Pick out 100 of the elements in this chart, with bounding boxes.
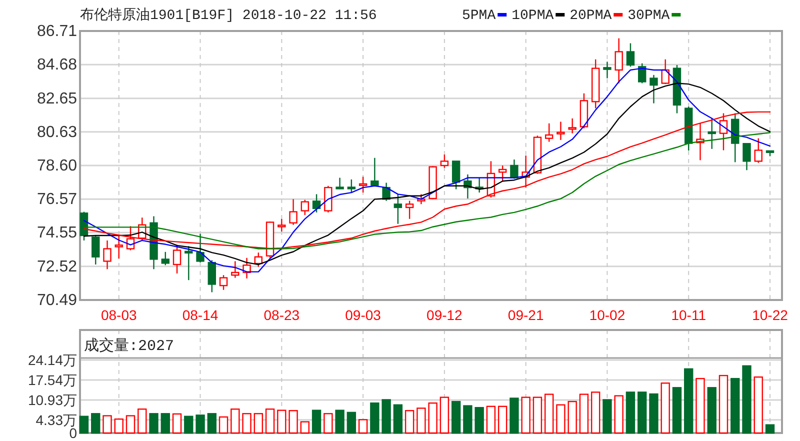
x-tick-label: 09-12 (426, 307, 463, 323)
bar (649, 393, 658, 434)
bar (416, 408, 426, 434)
bar (196, 414, 205, 434)
x-tick-label: 08-03 (100, 307, 137, 323)
candlestick (208, 260, 216, 293)
candlestick (603, 61, 612, 79)
bar (428, 402, 438, 434)
candlestick (498, 164, 507, 182)
y-tick-label: 4.33万 (36, 412, 77, 428)
bar (718, 374, 728, 434)
bar (660, 382, 670, 434)
chart-title: 布伦特原油1901[B19F] 2018-10-22 11:56 (80, 7, 377, 24)
y-tick-label: 82.65 (36, 90, 78, 108)
candlestick (452, 160, 460, 190)
bar (626, 392, 636, 434)
bar (242, 413, 252, 434)
bar (638, 392, 647, 434)
bar (370, 402, 380, 434)
y-tick-label: 10.93万 (28, 392, 77, 408)
bar (312, 410, 322, 434)
bar (579, 394, 589, 434)
candlestick (708, 118, 716, 150)
candlestick (650, 74, 658, 104)
x-tick-label: 10-22 (752, 307, 788, 323)
candlestick (568, 118, 576, 134)
x-tick-label: 10-11 (671, 307, 706, 323)
bar (568, 400, 577, 434)
bar (474, 407, 484, 434)
bar (288, 410, 298, 434)
y-tick-label: 76.57 (36, 191, 78, 208)
candlestick (417, 194, 426, 205)
bar (358, 419, 368, 434)
y-tick-label: 72.52 (36, 258, 78, 276)
bar (404, 410, 414, 434)
bar (696, 378, 705, 434)
y-tick-label: 24.14万 (28, 352, 77, 368)
y-tick-label: 17.54万 (28, 372, 77, 388)
bar (207, 413, 216, 434)
bar (510, 398, 519, 434)
bar (440, 396, 450, 434)
x-tick-label: 10-02 (589, 307, 626, 323)
candlestick (161, 251, 170, 266)
bar (684, 368, 694, 434)
candlestick (394, 194, 402, 224)
bar (79, 416, 89, 434)
bar (114, 418, 124, 434)
bar (382, 399, 391, 434)
bar (602, 399, 612, 434)
x-tick-label: 09-21 (508, 307, 544, 323)
candlestick (510, 158, 518, 180)
candlestick (196, 233, 204, 264)
bar (393, 404, 403, 434)
y-tick-label: 86.71 (36, 23, 78, 40)
candlestick (278, 218, 286, 232)
legend-label: 10PMA (512, 8, 554, 24)
candlestick (626, 42, 635, 68)
bar (521, 396, 530, 434)
candlestick (742, 142, 751, 171)
y-tick-label: 80.63 (36, 124, 78, 141)
bar (765, 424, 775, 434)
candlestick (614, 38, 623, 84)
x-tick-label: 08-14 (182, 307, 218, 323)
candlestick (336, 177, 344, 190)
candlestick (370, 157, 379, 186)
bar (138, 408, 147, 434)
legend-label: 5PMA (462, 8, 496, 24)
candlestick (312, 194, 321, 214)
bar (532, 396, 542, 434)
candlestick (184, 246, 193, 281)
candlestick (347, 178, 356, 194)
bar (451, 400, 461, 434)
chart-title: 成交量:2027 (84, 337, 174, 355)
bar (149, 413, 158, 434)
legend-label: 20PMA (570, 8, 612, 24)
candlestick (544, 122, 554, 142)
y-tick-label: 84.68 (36, 56, 78, 74)
candlestick (289, 198, 298, 226)
y-tick-label: 70.49 (36, 292, 78, 309)
bar (91, 413, 100, 434)
bar (672, 387, 682, 434)
y-tick-label: 78.60 (36, 158, 78, 174)
bar (730, 378, 740, 434)
candlestick (231, 260, 240, 278)
candlestick (661, 58, 670, 85)
legend-label: 30PMA (628, 8, 670, 24)
bar (754, 376, 763, 434)
candlestick (103, 240, 112, 270)
bar (254, 413, 264, 434)
bar (614, 395, 624, 434)
bar (544, 394, 554, 434)
candlestick (358, 176, 368, 194)
candlestick (556, 121, 565, 141)
candlestick (92, 234, 100, 266)
bar (463, 405, 472, 434)
candlestick (219, 274, 228, 290)
candlestick (405, 200, 414, 220)
bar (184, 416, 194, 434)
bar (218, 416, 228, 434)
candlestick (754, 138, 762, 164)
